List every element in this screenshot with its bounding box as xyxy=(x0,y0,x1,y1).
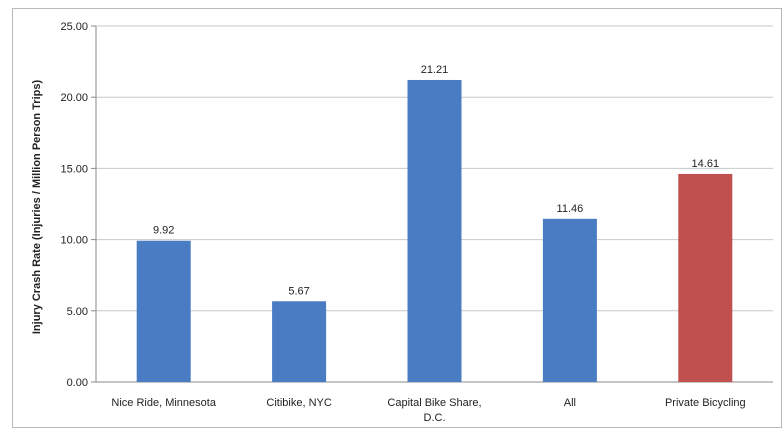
y-axis-ticks: 0.00 5.00 10.00 15.00 20.00 25.00 xyxy=(60,21,97,389)
data-label: 21.21 xyxy=(421,64,449,76)
x-category-label: All xyxy=(564,397,576,409)
data-label: 14.61 xyxy=(692,158,720,170)
data-label: 5.67 xyxy=(288,285,309,297)
x-category-label: Capital Bike Share, D.C. xyxy=(387,397,481,424)
bar xyxy=(542,218,597,382)
bar xyxy=(407,79,462,382)
data-labels: 9.92 5.67 21.21 11.46 14.61 xyxy=(153,64,719,297)
data-label: 9.92 xyxy=(153,225,174,237)
x-category-label: Nice Ride, Minnesota xyxy=(111,397,216,409)
data-label: 11.46 xyxy=(557,203,584,215)
bar xyxy=(272,301,327,382)
bar xyxy=(136,240,191,382)
y-tick-label: 0.00 xyxy=(67,377,88,389)
y-tick-label: 25.00 xyxy=(60,21,88,33)
y-tick-label: 20.00 xyxy=(60,92,88,104)
x-axis-categories: Nice Ride, Minnesota Citibike, NYC Capital… xyxy=(111,397,745,424)
x-category-label: Citibike, NYC xyxy=(266,397,331,409)
y-tick-label: 5.00 xyxy=(67,306,88,318)
bars xyxy=(136,79,733,382)
bar xyxy=(678,173,733,382)
y-tick-label: 15.00 xyxy=(60,163,88,175)
x-category-label: Private Bicycling xyxy=(665,397,746,409)
y-tick-label: 10.00 xyxy=(60,235,88,247)
y-axis-label: Injury Crash Rate (Injuries / Million Pe… xyxy=(31,80,43,335)
